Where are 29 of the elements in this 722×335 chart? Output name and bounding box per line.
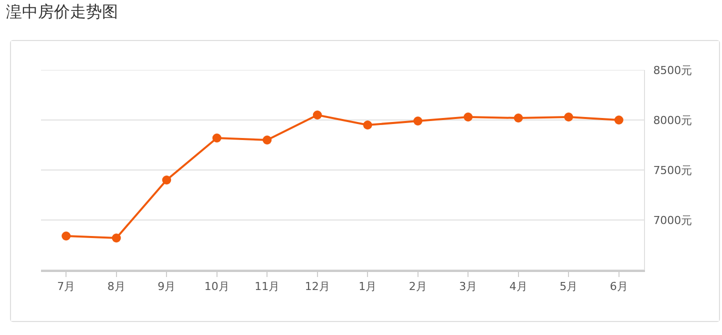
- point: [262, 136, 272, 144]
- point: [464, 112, 473, 122]
- x-tick-label: 12月: [304, 280, 330, 294]
- point: [413, 116, 422, 126]
- y-tick-label: 8000元: [653, 114, 692, 127]
- x-tick-label: 3月: [459, 280, 478, 294]
- x-tick-label: 11月: [254, 280, 280, 294]
- point: [614, 116, 624, 124]
- point: [212, 134, 222, 142]
- point: [564, 112, 574, 122]
- x-tick-label: 10月: [204, 280, 230, 294]
- y-tick-label: 7500元: [653, 164, 692, 177]
- point: [312, 110, 322, 120]
- x-tick-label: 8月: [107, 280, 126, 294]
- point: [514, 114, 523, 122]
- chart-title: 湟中房价走势图: [6, 2, 118, 23]
- y-tick-label: 8500元: [653, 64, 692, 77]
- point: [62, 232, 71, 240]
- x-tick-label: 4月: [509, 280, 528, 294]
- y-tick-label: 7000元: [653, 214, 692, 227]
- point: [363, 120, 372, 130]
- point: [112, 234, 121, 242]
- x-tick-label: 5月: [560, 280, 578, 294]
- point: [162, 176, 172, 184]
- x-tick-label: 6月: [610, 280, 628, 294]
- x-tick-label: 1月: [358, 280, 377, 294]
- x-tick-label: 7月: [57, 280, 76, 294]
- x-tick-label: 9月: [158, 280, 176, 294]
- x-tick-label: 2月: [408, 280, 427, 294]
